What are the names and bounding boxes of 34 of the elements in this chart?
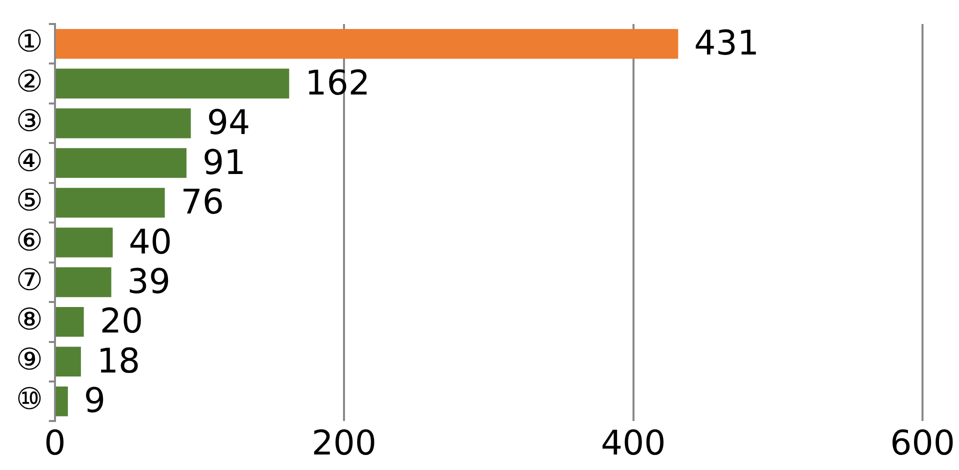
data-label: 91 (202, 142, 246, 183)
bar (56, 108, 191, 138)
bar (56, 228, 113, 258)
data-label: 9 (84, 381, 106, 422)
x-tick-label: 0 (44, 423, 66, 464)
data-label: 94 (206, 103, 250, 144)
data-label: 39 (127, 262, 171, 302)
y-tick-label: ③ (16, 104, 43, 140)
bar (56, 346, 81, 377)
y-tick-label: ⑦ (16, 262, 43, 298)
data-label: 162 (305, 63, 370, 104)
data-label: 76 (180, 182, 224, 223)
x-tick-label: 200 (312, 423, 377, 464)
bar (56, 307, 84, 337)
y-tick-label: ⑥ (16, 223, 43, 258)
bar (56, 386, 68, 416)
y-tick-label: ⑩ (16, 382, 43, 418)
y-tick-label: ② (16, 64, 43, 100)
data-label: 40 (128, 222, 172, 262)
bar (56, 188, 165, 218)
bar (56, 68, 290, 98)
x-tick-label: 600 (890, 423, 956, 464)
y-tick-label: ⑧ (16, 302, 43, 338)
y-tick-label: ① (16, 24, 43, 60)
x-tick-label: 400 (600, 423, 666, 464)
data-label: 20 (100, 302, 144, 342)
bar (56, 267, 112, 298)
data-label: 18 (96, 341, 140, 382)
bar (56, 28, 678, 59)
y-tick-label: ④ (16, 144, 43, 179)
bar (56, 148, 186, 178)
data-label: 431 (694, 24, 760, 64)
y-tick-label: ⑨ (16, 342, 43, 378)
y-tick-label: ⑤ (16, 184, 43, 219)
